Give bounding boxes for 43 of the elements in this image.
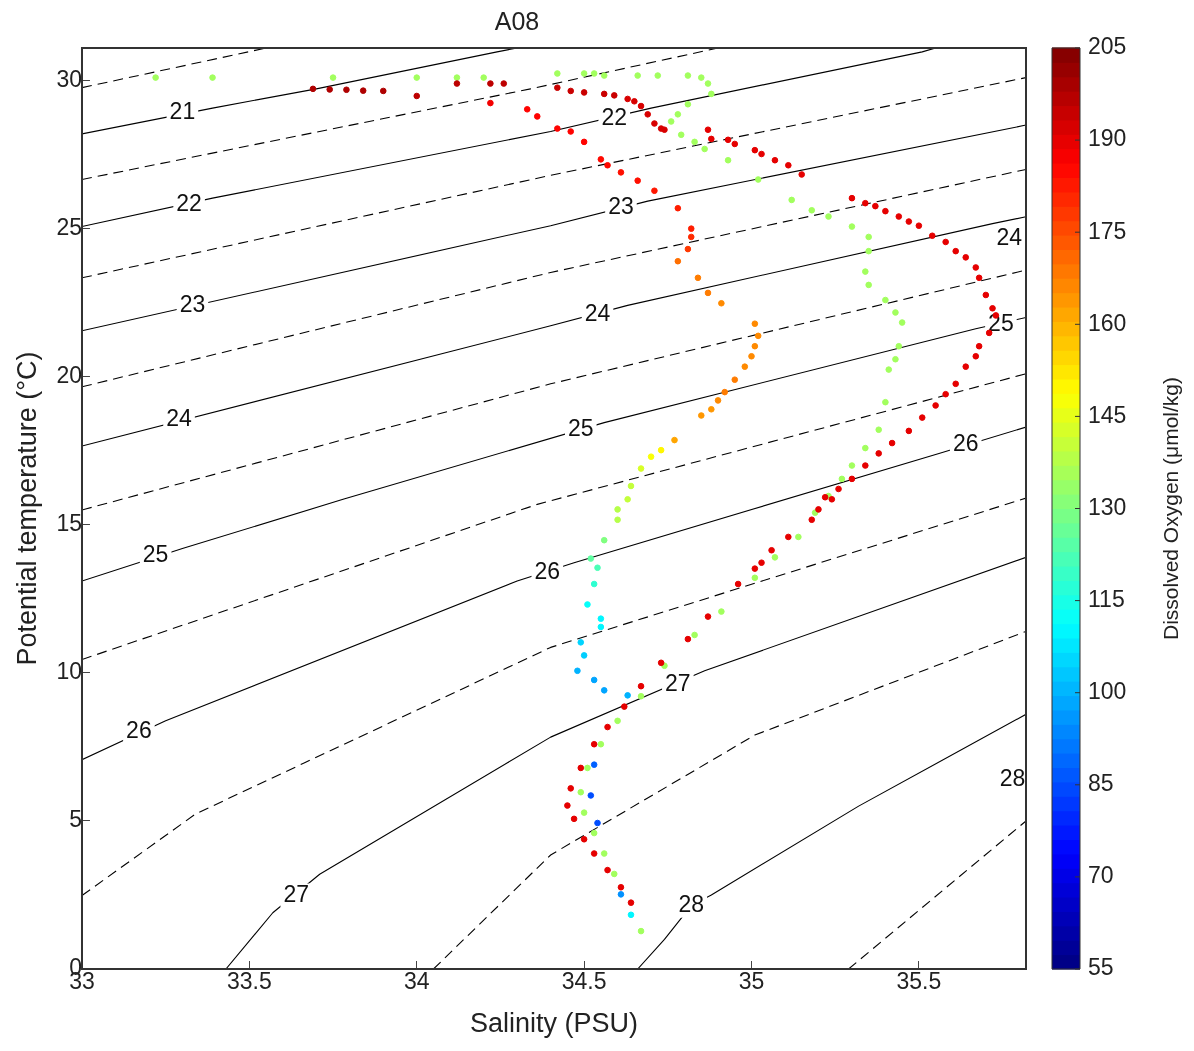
x-tick-label: 33.5 <box>226 968 272 995</box>
annotation: 23 <box>608 193 634 220</box>
y-tick-label: 25 <box>56 213 82 240</box>
color-bar-label: 175 <box>1088 217 1127 244</box>
x-axis-title: Salinity (PSU) <box>469 1008 639 1039</box>
color-bar-label: 160 <box>1088 309 1127 336</box>
color-bar-label: 115 <box>1088 585 1125 612</box>
color-bar-label: 100 <box>1088 678 1127 705</box>
annotation: 22 <box>601 104 628 131</box>
color-bar-title: Dissolved Oxygen (μmol/kg) <box>1158 376 1182 641</box>
x-tick-label: 35.5 <box>896 968 942 995</box>
annotation: 25 <box>142 540 169 567</box>
color-bar-label: 205 <box>1088 33 1127 60</box>
annotation: 26 <box>534 557 561 584</box>
annotation: 26 <box>952 430 979 457</box>
y-tick-label: 10 <box>56 658 82 685</box>
annotation: 27 <box>665 670 691 697</box>
annotation: 24 <box>996 224 1023 251</box>
annotation: 24 <box>166 405 193 431</box>
annotation: 22 <box>176 190 202 217</box>
chart-title: A08 <box>494 6 540 35</box>
x-tick-label: 34 <box>403 968 430 995</box>
annotation: 28 <box>678 890 705 917</box>
annotation: 27 <box>283 880 310 907</box>
y-tick-label: 5 <box>69 806 82 833</box>
color-bar-label: 145 <box>1088 401 1127 428</box>
y-tick-label: 20 <box>56 362 82 389</box>
color-bar-label: 130 <box>1088 493 1127 520</box>
color-bar-label: 55 <box>1088 954 1114 981</box>
annotation: 21 <box>169 98 196 125</box>
x-tick-label: 34.5 <box>561 968 607 995</box>
y-tick-label: 15 <box>56 510 82 537</box>
annotation: 24 <box>584 299 611 326</box>
annotation: 26 <box>126 717 152 744</box>
color-bar-label: 85 <box>1088 770 1114 797</box>
color-bar-label: 70 <box>1088 862 1114 889</box>
y-axis-title: Potential temperature (°C) <box>11 351 42 666</box>
annotation: 23 <box>179 290 206 317</box>
y-tick-label: 30 <box>56 65 82 92</box>
x-tick-label: 35 <box>738 968 765 995</box>
annotation: 25 <box>567 415 594 442</box>
color-bar-label: 190 <box>1088 125 1127 152</box>
annotation: 28 <box>999 764 1026 791</box>
